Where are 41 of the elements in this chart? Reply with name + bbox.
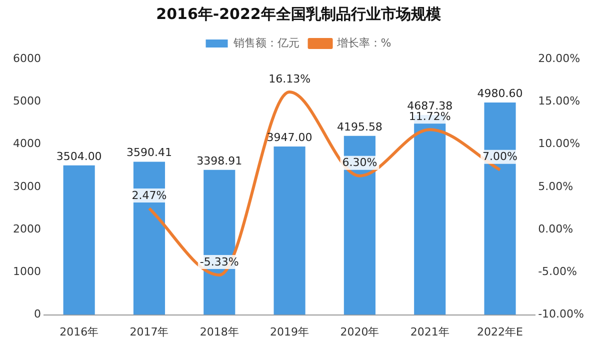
legend-label: 销售额：亿元 [232, 36, 300, 50]
data-label: 4195.58 [336, 120, 382, 134]
data-label: 7.00% [482, 150, 518, 164]
y2-tick-label: 0.00% [538, 222, 574, 236]
x-tick-label: 2018年 [200, 325, 239, 338]
bar [63, 165, 95, 315]
y-tick-label: 3000 [12, 180, 41, 193]
bar [344, 136, 376, 315]
y2-tick-label: 15.00% [538, 94, 580, 108]
y2-tick-label: 5.00% [538, 180, 574, 193]
data-label: 6.30% [342, 156, 378, 170]
y-tick-label: 4000 [12, 137, 41, 150]
y2-tick-label: 10.00% [538, 137, 580, 150]
bar [274, 146, 306, 315]
x-tick-label: 2022年E [477, 325, 524, 338]
y-tick-label: 5000 [12, 94, 41, 108]
x-tick-label: 2021年 [410, 325, 450, 338]
chart-title: 2016年-2022年全国乳制品行业市场规模 [156, 4, 442, 23]
data-label: -5.33% [200, 255, 239, 268]
data-label: 2.47% [132, 188, 167, 202]
x-tick-label: 2017年 [130, 325, 169, 338]
x-tick-label: 2020年 [340, 325, 380, 338]
bar [484, 102, 516, 315]
y2-tick-label: -5.00% [538, 265, 578, 278]
data-label: 4980.60 [477, 86, 523, 100]
data-label: 3504.00 [56, 150, 102, 163]
data-label: 3398.91 [196, 154, 242, 168]
y2-tick-label: 20.00% [538, 52, 580, 65]
data-label: 3590.41 [126, 146, 172, 160]
data-label: 11.72% [408, 110, 451, 123]
data-label: 3947.00 [266, 130, 312, 144]
y-tick-label: 2000 [12, 222, 41, 236]
y-tick-label: 0 [34, 308, 41, 321]
y-tick-label: 1000 [12, 265, 41, 278]
x-tick-label: 2016年 [60, 325, 99, 338]
y-tick-label: 6000 [12, 52, 41, 65]
legend-label: 增长率：% [336, 36, 392, 50]
data-label: 16.13% [268, 72, 311, 86]
y2-tick-label: -10.00% [538, 308, 584, 321]
x-tick-label: 2019年 [270, 325, 310, 338]
data-label: 4687.38 [407, 99, 453, 112]
